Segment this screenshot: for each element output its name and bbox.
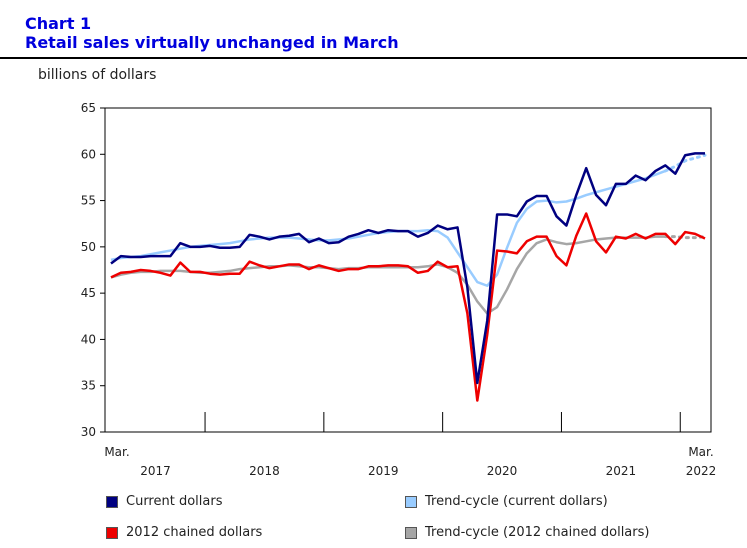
series-line bbox=[110, 235, 666, 315]
y-tick-label: 50 bbox=[81, 240, 96, 254]
y-tick-label: 60 bbox=[81, 147, 96, 161]
legend-label-current: Current dollars bbox=[126, 494, 223, 509]
x-year-label: 2017 bbox=[140, 464, 171, 478]
x-year-label: 2021 bbox=[606, 464, 637, 478]
x-year-label: 2019 bbox=[368, 464, 399, 478]
legend-swatch-trend-chained bbox=[405, 526, 417, 539]
chart-number: Chart 1 bbox=[25, 14, 92, 33]
legend-item-current: Current dollars bbox=[106, 494, 222, 509]
x-end-label: Mar. bbox=[688, 445, 713, 459]
title-divider bbox=[0, 57, 747, 59]
legend-item-chained: 2012 chained dollars bbox=[106, 525, 262, 540]
x-year-label: 2020 bbox=[487, 464, 518, 478]
legend-label-trend-current: Trend-cycle (current dollars) bbox=[425, 494, 608, 509]
legend-swatch-current bbox=[106, 495, 118, 508]
chart-header: Chart 1 Retail sales virtually unchanged… bbox=[25, 14, 399, 52]
chart-title: Retail sales virtually unchanged in Marc… bbox=[25, 33, 399, 52]
plot-frame bbox=[104, 107, 712, 433]
y-tick-label: 45 bbox=[81, 286, 96, 300]
y-tick-label: 55 bbox=[81, 194, 96, 208]
y-tick-label: 35 bbox=[81, 379, 96, 393]
x-year-label: 2022 bbox=[686, 464, 717, 478]
legend-label-chained: 2012 chained dollars bbox=[126, 525, 263, 540]
series-line-provisional bbox=[663, 153, 707, 173]
series-line bbox=[110, 212, 706, 402]
x-year-label: 2018 bbox=[249, 464, 280, 478]
x-start-label: Mar. bbox=[104, 445, 129, 459]
legend-swatch-chained bbox=[106, 526, 118, 539]
units-label: billions of dollars bbox=[38, 67, 157, 83]
legend-label-trend-chained: Trend-cycle (2012 chained dollars) bbox=[425, 525, 650, 540]
y-tick-label: 65 bbox=[81, 101, 96, 115]
legend-swatch-trend-current bbox=[405, 495, 417, 508]
legend-item-trend-chained: Trend-cycle (2012 chained dollars) bbox=[405, 525, 649, 540]
legend-item-trend-current: Trend-cycle (current dollars) bbox=[405, 494, 608, 509]
y-tick-label: 30 bbox=[81, 425, 96, 439]
series-line-provisional bbox=[663, 235, 707, 240]
series-line bbox=[110, 169, 666, 287]
y-tick-label: 40 bbox=[81, 332, 96, 346]
series-line bbox=[110, 152, 705, 385]
